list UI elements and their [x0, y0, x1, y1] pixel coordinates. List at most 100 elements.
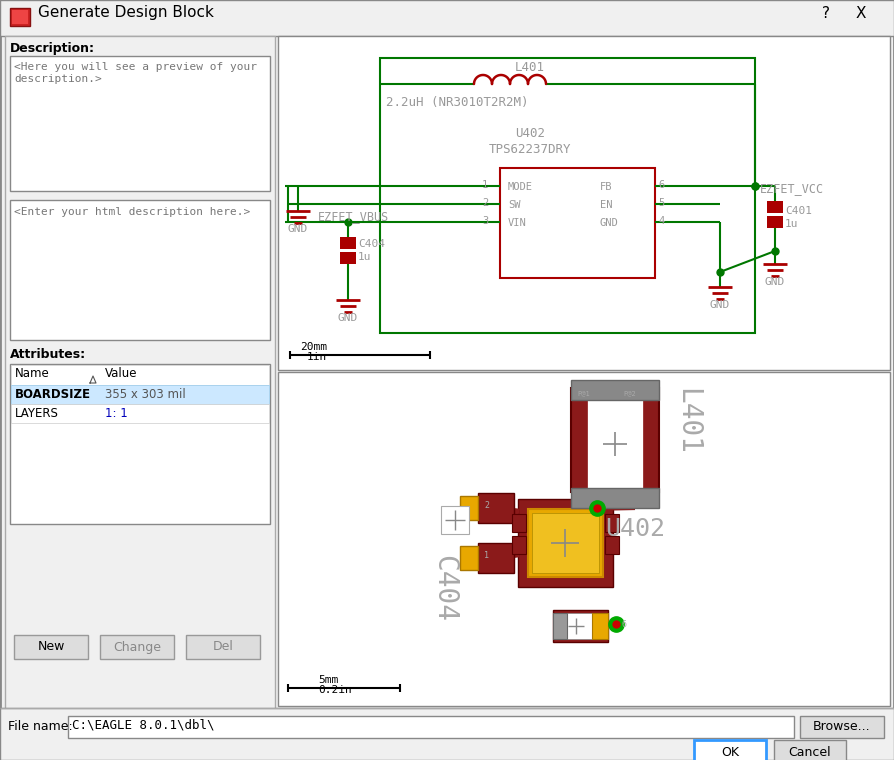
Text: <Here you will see a preview of your
description.>: <Here you will see a preview of your des…	[14, 62, 257, 84]
Bar	[460, 546, 478, 570]
Text: 2: 2	[484, 501, 489, 510]
Text: 1u: 1u	[358, 252, 372, 262]
Bar	[553, 613, 567, 639]
Text: GND: GND	[288, 224, 308, 234]
Bar	[460, 496, 478, 520]
Text: 1: 1: 1: 1	[105, 407, 128, 420]
Text: ?: ?	[822, 6, 830, 21]
Text: GND: GND	[338, 313, 358, 323]
Bar	[340, 237, 356, 249]
Text: P@2: P@2	[623, 390, 636, 396]
Bar	[10, 200, 270, 340]
Text: Description:: Description:	[10, 42, 95, 55]
Bar	[694, 740, 766, 760]
Bar	[571, 388, 659, 492]
Bar	[532, 513, 599, 573]
Text: Name: Name	[15, 367, 50, 380]
Text: Value: Value	[105, 367, 138, 380]
Bar	[5, 36, 275, 754]
Bar	[592, 613, 608, 639]
Text: 2: 2	[482, 198, 488, 208]
Text: C401: C401	[785, 206, 812, 216]
Text: Browse...: Browse...	[814, 720, 871, 733]
Text: 20mm: 20mm	[300, 342, 327, 352]
Bar	[518, 499, 613, 587]
Bar	[186, 635, 260, 659]
Text: GND: GND	[600, 218, 619, 228]
Text: BOARDSIZE: BOARDSIZE	[15, 388, 91, 401]
Text: 1in: 1in	[307, 352, 327, 362]
Bar	[800, 716, 884, 738]
Text: C404: C404	[358, 239, 385, 249]
Bar	[605, 536, 619, 554]
Text: File name:: File name:	[8, 720, 72, 733]
Bar	[14, 635, 88, 659]
Bar	[0, 708, 894, 760]
Bar	[774, 740, 846, 760]
Text: 6: 6	[658, 180, 664, 190]
Text: 1u: 1u	[785, 219, 798, 229]
Text: <Enter your html description here.>: <Enter your html description here.>	[14, 207, 250, 217]
Bar	[512, 514, 526, 532]
Bar	[68, 716, 794, 738]
Text: 1: 1	[484, 551, 489, 560]
Bar	[571, 488, 659, 508]
Text: GND: GND	[765, 277, 785, 287]
Text: LAYERS: LAYERS	[15, 407, 59, 420]
Bar	[11, 385, 269, 404]
Text: 1: 1	[482, 180, 488, 190]
Bar	[500, 168, 655, 278]
Bar	[380, 58, 755, 333]
Bar	[528, 509, 603, 577]
Text: New: New	[38, 641, 64, 654]
Text: 5mm: 5mm	[318, 675, 338, 685]
Bar	[10, 364, 270, 524]
Text: X: X	[856, 6, 866, 21]
Bar	[11, 404, 269, 423]
Bar	[767, 216, 783, 228]
Bar	[587, 388, 643, 492]
Text: L401: L401	[673, 388, 701, 455]
Text: 3: 3	[482, 216, 488, 226]
Bar	[767, 201, 783, 213]
Text: U402: U402	[605, 517, 665, 541]
Text: 5: 5	[658, 198, 664, 208]
Text: EZFET_VBUS: EZFET_VBUS	[318, 210, 389, 223]
Text: Attributes:: Attributes:	[10, 348, 86, 361]
Text: EN: EN	[600, 200, 612, 210]
Text: FB: FB	[600, 182, 612, 192]
Bar	[605, 514, 619, 532]
Bar	[478, 493, 514, 523]
Text: Change: Change	[113, 641, 161, 654]
Text: Cancel: Cancel	[789, 746, 831, 758]
Text: L401: L401	[515, 61, 545, 74]
Text: 0.2in: 0.2in	[318, 685, 351, 695]
Bar	[0, 0, 894, 36]
Text: 2.2uH (NR3010T2R2M): 2.2uH (NR3010T2R2M)	[386, 96, 528, 109]
Text: EZFET_VCC: EZFET_VCC	[760, 182, 824, 195]
Text: C:\EAGLE 8.0.1\dbl\: C:\EAGLE 8.0.1\dbl\	[72, 718, 215, 731]
Bar	[340, 252, 356, 264]
Text: U402: U402	[515, 127, 545, 140]
Text: TPS62237DRY: TPS62237DRY	[489, 143, 571, 156]
Text: SW: SW	[508, 200, 520, 210]
Bar	[278, 36, 890, 370]
Bar	[565, 613, 596, 639]
Text: VIN: VIN	[508, 218, 527, 228]
Text: C404: C404	[430, 555, 458, 622]
Bar	[553, 610, 608, 642]
Text: P@1: P@1	[577, 390, 590, 396]
Bar	[441, 506, 469, 534]
Bar	[10, 56, 270, 191]
Bar	[11, 365, 269, 385]
Text: Generate Design Block: Generate Design Block	[38, 5, 214, 20]
Text: GND: GND	[710, 300, 730, 310]
Text: Del: Del	[213, 641, 233, 654]
Bar	[100, 635, 174, 659]
Text: 4: 4	[658, 216, 664, 226]
Text: MODE: MODE	[508, 182, 533, 192]
Bar	[278, 372, 890, 706]
Bar	[571, 380, 659, 400]
Bar	[12, 10, 28, 24]
Text: 6: 6	[622, 620, 627, 629]
